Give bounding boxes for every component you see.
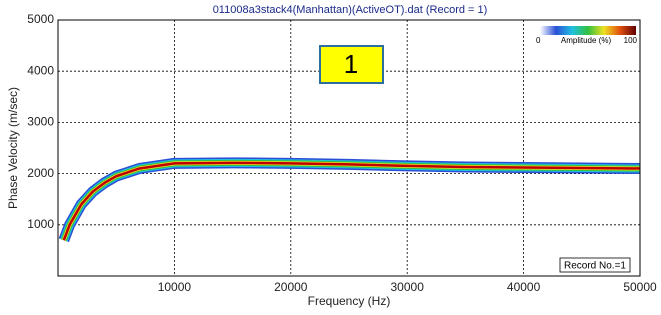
x-tick-label: 10000 [158, 280, 192, 294]
x-axis-label: Frequency (Hz) [308, 294, 391, 308]
x-tick-label: 30000 [391, 280, 425, 294]
chart-title: 011008a3stack4(Manhattan)(ActiveOT).dat … [213, 4, 488, 16]
dispersion-curve [64, 163, 640, 240]
x-tick-label: 40000 [507, 280, 541, 294]
dispersion-curve [64, 163, 640, 240]
y-tick-label: 2000 [27, 166, 54, 180]
dispersion-curve [64, 163, 640, 240]
y-axis-label: Phase Velocity (m/sec) [6, 87, 20, 209]
dispersion-curve [64, 163, 640, 240]
colorbar-tick-label: 100 [624, 36, 638, 45]
colorbar-label: Amplitude (%) [561, 36, 612, 45]
y-tick-label: 5000 [27, 12, 54, 26]
x-tick-label: 50000 [623, 280, 657, 294]
x-tick-label: 20000 [274, 280, 308, 294]
dispersion-curve [64, 163, 640, 240]
record-text: Record No.=1 [564, 261, 626, 272]
chart: 011008a3stack4(Manhattan)(ActiveOT).dat … [0, 0, 661, 310]
annotation-text: 1 [344, 49, 358, 79]
colorbar-tick-label: 0 [536, 36, 541, 45]
page: {"chart_data": { "type": "line", "title"… [0, 0, 661, 310]
y-tick-label: 1000 [27, 217, 54, 231]
colorbar [540, 26, 636, 35]
y-tick-label: 3000 [27, 115, 54, 129]
y-tick-label: 4000 [27, 63, 54, 77]
